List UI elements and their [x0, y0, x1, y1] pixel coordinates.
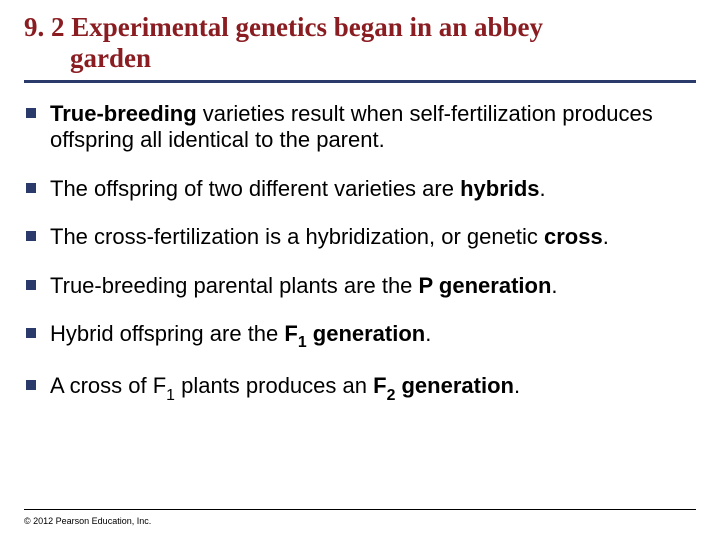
title-underline-rule	[24, 80, 696, 83]
text-segment: plants produces an	[175, 373, 373, 398]
bullet-item: True-breeding varieties result when self…	[24, 101, 696, 154]
text-segment: .	[425, 321, 431, 346]
text-segment: .	[540, 176, 546, 201]
copyright-text: © 2012 Pearson Education, Inc.	[24, 516, 151, 526]
text-segment: cross	[544, 224, 603, 249]
text-segment: generation	[307, 321, 426, 346]
text-segment: .	[514, 373, 520, 398]
slide-title-block: 9. 2 Experimental genetics began in an a…	[24, 12, 696, 74]
bullet-item: True-breeding parental plants are the P …	[24, 273, 696, 299]
text-segment: .	[603, 224, 609, 249]
text-segment: F	[284, 321, 297, 346]
text-segment: True-breeding parental plants are the	[50, 273, 419, 298]
text-segment: A cross of F	[50, 373, 166, 398]
slide-title: 9. 2 Experimental genetics began in an a…	[24, 12, 696, 74]
text-segment: .	[551, 273, 557, 298]
text-segment: 2	[387, 387, 396, 404]
text-segment: True-breeding	[50, 101, 197, 126]
text-segment: hybrids	[460, 176, 539, 201]
text-segment: generation	[395, 373, 514, 398]
bullet-list: True-breeding varieties result when self…	[24, 101, 696, 404]
bullet-item: The cross-fertilization is a hybridizati…	[24, 224, 696, 250]
text-segment: F	[373, 373, 386, 398]
bullet-item: Hybrid offspring are the F1 generation.	[24, 321, 696, 351]
text-segment: Hybrid offspring are the	[50, 321, 284, 346]
text-segment: 1	[166, 387, 175, 404]
text-segment: P generation	[419, 273, 552, 298]
title-line1: Experimental genetics began in an abbey	[71, 12, 543, 42]
text-segment: The offspring of two different varieties…	[50, 176, 460, 201]
text-segment: The cross-fertilization is a hybridizati…	[50, 224, 544, 249]
bullet-item: The offspring of two different varieties…	[24, 176, 696, 202]
footer-rule	[24, 509, 696, 510]
text-segment: 1	[298, 334, 307, 351]
title-line2: garden	[24, 43, 696, 74]
title-number: 9. 2	[24, 12, 65, 42]
bullet-item: A cross of F1 plants produces an F2 gene…	[24, 373, 696, 403]
